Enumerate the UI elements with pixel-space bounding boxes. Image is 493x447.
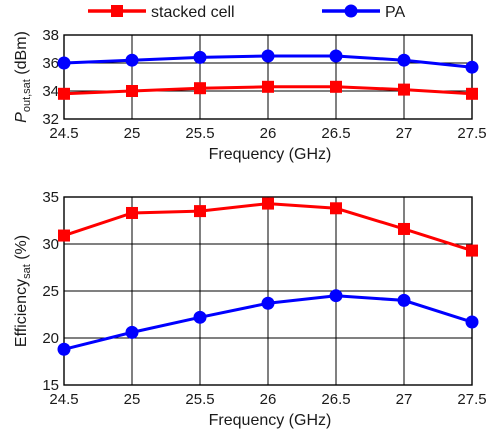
chart-efficiency-sat: 24.5 25 25.5 26 26.5 27 27.5 15 20 25 30 35 Frequenc… [13,189,487,429]
y-axis-label-sub: out,sat [21,79,33,112]
y-axis-label-unit: (dBm) [13,31,30,79]
data-point-pa [193,310,207,324]
data-point-pa [125,53,139,67]
data-point-stacked-cell [262,197,274,210]
data-point-pa [125,325,139,339]
data-point-pa [465,315,479,329]
x-tick-label: 27 [396,125,413,142]
y-tick-label: 25 [42,283,59,300]
y-tick-label: 34 [42,83,59,100]
chart-pout-sat: 24.5 25 25.5 26 26.5 27 27.5 32 34 36 38 Frequency … [13,27,487,163]
data-point-pa [329,49,343,63]
x-tick-label: 26 [260,391,277,408]
data-point-stacked-cell [466,87,478,100]
data-point-stacked-cell [58,87,70,100]
data-point-stacked-cell [330,202,342,215]
x-tick-label: 27.5 [457,125,486,142]
y-axis-label-main: P [13,112,30,123]
y-tick-label: 30 [42,236,59,253]
x-axis-label: Frequency (GHz) [209,146,332,163]
data-point-pa [57,342,71,356]
y-tick-label: 32 [42,111,59,128]
y-axis-label: Efficiencysat (%) [13,235,33,347]
data-point-stacked-cell [194,205,206,218]
x-tick-label: 25 [124,391,141,408]
plot-frame [63,34,473,120]
x-tick-label: 24.5 [49,391,78,408]
data-point-pa [397,293,411,307]
data-point-stacked-cell [194,82,206,95]
y-axis-label: Pout,sat (dBm) [13,31,33,123]
legend: stacked cell PA [88,4,405,21]
x-tick-label: 25.5 [185,391,214,408]
legend-circle-marker [344,4,358,18]
x-tick-label: 27 [396,391,413,408]
y-tick-label: 38 [42,27,59,44]
data-point-stacked-cell [330,80,342,93]
x-tick-label: 24.5 [49,125,78,142]
data-point-stacked-cell [262,80,274,93]
data-point-pa [261,296,275,310]
x-tick-label: 25 [124,125,141,142]
data-point-pa [261,49,275,63]
y-tick-label: 36 [42,55,59,72]
y-tick-label: 35 [42,189,59,206]
x-tick-label: 26 [260,125,277,142]
data-point-stacked-cell [126,206,138,219]
legend-label: PA [385,4,405,21]
y-tick-label: 15 [42,377,59,394]
x-tick-label: 25.5 [185,125,214,142]
data-point-stacked-cell [58,229,70,242]
data-point-stacked-cell [126,85,138,97]
legend-square-marker [111,5,123,17]
data-point-pa [465,60,479,74]
data-point-stacked-cell [398,83,410,96]
y-axis-label-sub: sat [21,264,33,279]
x-axis-label: Frequency (GHz) [209,412,332,429]
x-tick-label: 26.5 [321,125,350,142]
plot-frame [63,196,473,386]
data-point-pa [193,50,207,64]
data-point-stacked-cell [398,222,410,235]
x-tick-label: 26.5 [321,391,350,408]
data-point-pa [57,56,71,70]
y-tick-label: 20 [42,330,59,347]
y-axis-label-unit: (%) [13,235,30,264]
legend-label: stacked cell [151,4,235,21]
data-point-stacked-cell [466,244,478,257]
data-point-pa [397,53,411,67]
x-tick-label: 27.5 [457,391,486,408]
y-axis-label-main: Efficiency [13,279,30,347]
data-point-pa [329,289,343,303]
